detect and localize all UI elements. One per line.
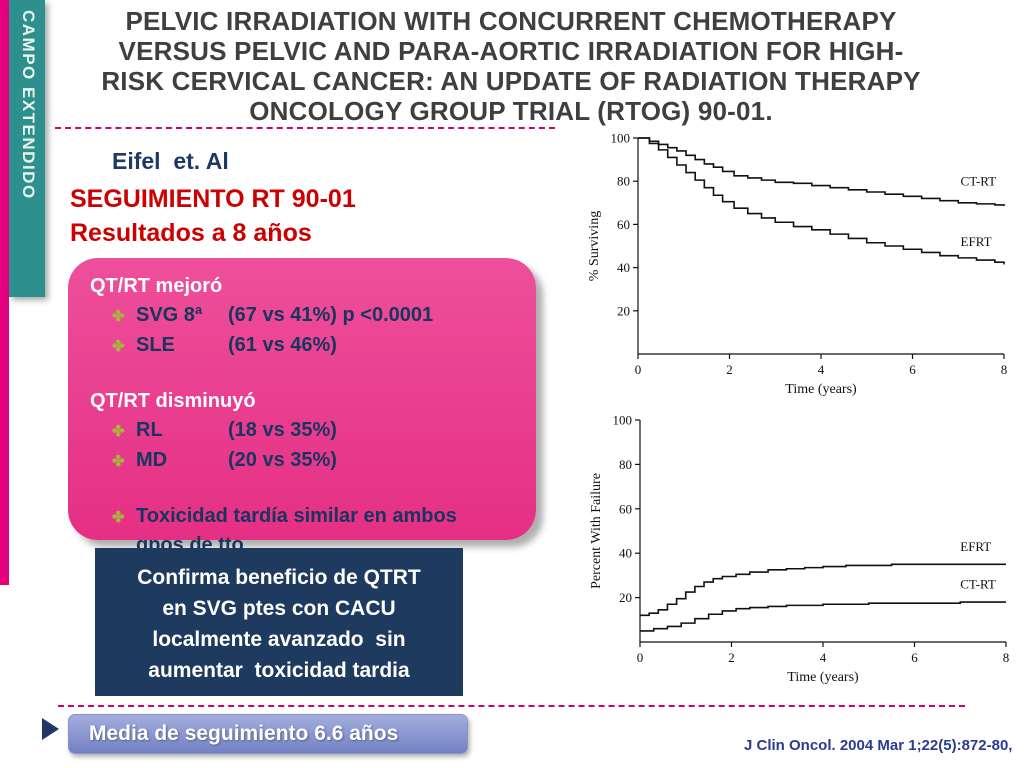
top-dashed-divider	[55, 127, 555, 129]
series-line-CT-RT	[640, 601, 1006, 632]
series-label-EFRT: EFRT	[960, 539, 991, 554]
series-line-EFRT	[638, 137, 1005, 265]
y-tick-label: 20	[619, 590, 632, 605]
y-tick-label: 100	[611, 131, 631, 146]
subtitle-seguimiento: SEGUIMIENTO RT 90-01	[70, 185, 356, 213]
title-line: VERSUS PELVIC AND PARA-AORTIC IRRADIATIO…	[118, 36, 904, 66]
x-axis-title: Time (years)	[785, 382, 857, 397]
x-tick-label: 8	[1003, 650, 1010, 665]
series-label-CT-RT: CT-RT	[961, 174, 997, 189]
y-tick-label: 40	[619, 546, 632, 561]
improved-header: QT/RT mejoró	[90, 275, 223, 297]
y-tick-label: 40	[617, 260, 630, 275]
y-axis-title: Percent With Failure	[589, 473, 604, 589]
survival-chart: 20 40 60 80 100 0 2 4 6 8 Time (years) % Surviving C…	[587, 131, 1008, 398]
series-label-CT-RT: CT-RT	[960, 577, 996, 592]
result-item-label: MD	[136, 449, 168, 471]
result-item-md: ✤ MD (20 vs 35%)	[90, 446, 518, 476]
left-accent-strip	[0, 0, 9, 585]
y-tick-label: 80	[617, 174, 630, 189]
side-tab: CAMPO EXTENDIDO	[9, 0, 45, 297]
conclusion-line: localmente avanzado sin	[152, 628, 406, 651]
y-tick-label: 60	[617, 217, 630, 232]
conclusion-line: aumentar toxicidad tardia	[148, 659, 410, 682]
bottom-dashed-divider	[58, 705, 965, 707]
conclusion-box: Confirma beneficio de QTRT en SVG ptes c…	[95, 548, 463, 696]
title-line: RISK CERVICAL CANCER: AN UPDATE OF RADIA…	[101, 66, 921, 96]
result-item-value: (67 vs 41%) p <0.0001	[228, 304, 434, 326]
result-item-rl: ✤ RL (18 vs 35%)	[90, 416, 518, 446]
title-line: PELVIC IRRADIATION WITH CONCURRENT CHEMO…	[125, 6, 897, 36]
conclusion-line: en SVG ptes con CACU	[162, 597, 396, 620]
series-line-CT-RT	[638, 137, 1005, 207]
clover-bullet-icon: ✤	[112, 453, 125, 470]
citation-text: J Clin Oncol. 2004 Mar 1;22(5):872-80,	[744, 737, 1013, 754]
result-item-value: (61 vs 46%)	[228, 334, 337, 356]
result-item-label: SVG 8ª	[136, 304, 203, 326]
result-item-sle: ✤ SLE (61 vs 46%)	[90, 331, 518, 361]
conclusion-line: Confirma beneficio de QTRT	[137, 566, 421, 589]
followup-box: Media de seguimiento 6.6 años	[68, 714, 468, 754]
y-tick-label: 20	[617, 303, 630, 318]
subtitle-resultados: Resultados a 8 años	[70, 219, 312, 247]
author-text: Eifel et. Al	[112, 148, 229, 174]
x-tick-label: 4	[820, 650, 827, 665]
result-item-value: (20 vs 35%)	[228, 449, 337, 471]
axes	[637, 138, 1004, 355]
x-tick-label: 0	[637, 650, 644, 665]
clover-bullet-icon: ✤	[112, 509, 125, 526]
clover-bullet-icon: ✤	[112, 338, 125, 355]
series-line-EFRT	[640, 563, 1006, 617]
followup-text: Media de seguimiento 6.6 años	[89, 722, 399, 745]
x-tick-label: 8	[1001, 362, 1008, 377]
result-item-value: (18 vs 35%)	[228, 419, 337, 441]
result-item-label: RL	[136, 419, 163, 441]
clover-bullet-icon: ✤	[112, 423, 125, 440]
x-tick-label: 6	[911, 650, 918, 665]
failure-chart: 20 40 60 80 100 0 2 4 6 8 Time (years) Percent With…	[589, 413, 1010, 686]
result-item-label: SLE	[136, 334, 175, 356]
series-label-EFRT: EFRT	[961, 234, 992, 249]
y-axis-title: % Surviving	[587, 211, 602, 281]
decreased-header: QT/RT disminuyó	[90, 390, 256, 412]
y-tick-label: 60	[619, 501, 632, 516]
x-axis-title: Time (years)	[787, 670, 859, 685]
y-tick-label: 80	[619, 457, 632, 472]
title-line: ONCOLOGY GROUP TRIAL (RTOG) 90-01.	[249, 96, 773, 126]
x-tick-label: 2	[728, 650, 735, 665]
result-item-svg: ✤ SVG 8ª (67 vs 41%) p <0.0001	[90, 301, 518, 331]
x-tick-label: 2	[726, 362, 733, 377]
axes	[639, 420, 1006, 643]
x-tick-label: 0	[635, 362, 642, 377]
side-tab-label: CAMPO EXTENDIDO	[19, 10, 38, 200]
results-box: QT/RT mejoró ✤ SVG 8ª (67 vs 41%) p <0.0…	[68, 258, 536, 556]
slide-title: PELVIC IRRADIATION WITH CONCURRENT CHEMO…	[58, 6, 964, 126]
pointer-triangle-icon	[42, 718, 59, 740]
x-tick-label: 4	[818, 362, 825, 377]
x-tick-label: 6	[909, 362, 916, 377]
clover-bullet-icon: ✤	[112, 308, 125, 325]
y-tick-label: 100	[613, 413, 633, 428]
